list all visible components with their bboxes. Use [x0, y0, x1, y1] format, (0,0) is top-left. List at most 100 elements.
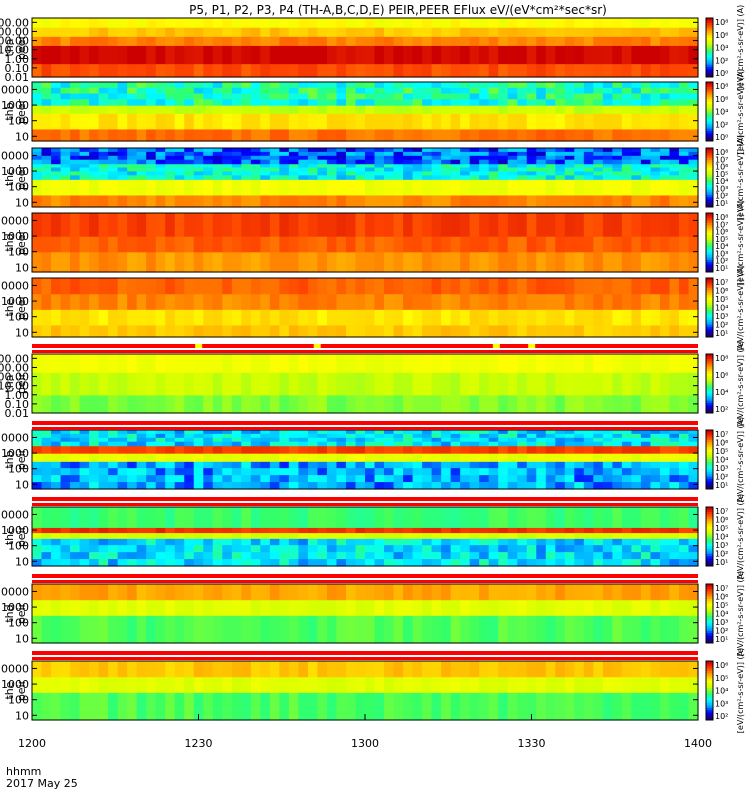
- heatmap-cell: [41, 461, 52, 469]
- heatmap-cell: [298, 99, 309, 106]
- heatmap-cell: [336, 18, 347, 28]
- heatmap-cell: [612, 468, 623, 476]
- heatmap-cell: [203, 27, 214, 37]
- heatmap-cell: [498, 552, 509, 560]
- heatmap-cell: [412, 179, 423, 196]
- heatmap-cell: [631, 159, 642, 165]
- heatmap-cell: [298, 475, 309, 483]
- heatmap-cell: [193, 99, 204, 106]
- heatmap-cell: [70, 99, 81, 106]
- heatmap-cell: [574, 461, 585, 469]
- heatmap-cell: [98, 437, 109, 443]
- heatmap-cell: [469, 155, 480, 161]
- heatmap-cell: [288, 87, 299, 95]
- heatmap-cell: [41, 63, 52, 78]
- heatmap-cell: [60, 552, 71, 560]
- colorbar-segment: [706, 45, 713, 48]
- colorbar-segment: [706, 121, 713, 125]
- heatmap-cell: [441, 63, 452, 78]
- heatmap-cell: [450, 159, 461, 165]
- heatmap-cell: [79, 175, 90, 180]
- heatmap-cell: [488, 441, 499, 447]
- heatmap-cell: [127, 293, 138, 310]
- heatmap-cell: [431, 45, 442, 65]
- heatmap-cell: [612, 99, 623, 106]
- heatmap-cell: [222, 482, 233, 490]
- heatmap-cell: [621, 552, 632, 560]
- heatmap-cell: [631, 324, 642, 338]
- heatmap-cell: [469, 175, 480, 180]
- heatmap-cell: [384, 584, 395, 601]
- heatmap-cell: [536, 293, 547, 310]
- heatmap-cell: [450, 372, 461, 396]
- heatmap-cell: [317, 148, 328, 153]
- heatmap-cell: [678, 532, 690, 539]
- heatmap-cell: [155, 461, 166, 469]
- heatmap-cell: [345, 293, 357, 310]
- heatmap-cell: [583, 148, 594, 153]
- heatmap-cell: [222, 552, 233, 560]
- heatmap-cell: [403, 236, 414, 253]
- heatmap-cell: [659, 18, 671, 28]
- heatmap-cell: [631, 93, 642, 100]
- heatmap-cell: [384, 175, 395, 180]
- heatmap-cell: [545, 692, 556, 721]
- heatmap-cell: [60, 676, 71, 693]
- heatmap-cell: [479, 324, 490, 338]
- heatmap-cell: [326, 194, 338, 208]
- heatmap-cell: [146, 167, 157, 173]
- heatmap-cell: [184, 99, 195, 106]
- heatmap-cell: [536, 113, 547, 130]
- heatmap-cell: [365, 175, 376, 180]
- heatmap-cell: [412, 676, 423, 693]
- heatmap-cell: [345, 175, 357, 180]
- heatmap-cell: [631, 251, 642, 273]
- colorbar-segment: [706, 444, 713, 448]
- heatmap-cell: [184, 309, 195, 326]
- heatmap-cell: [669, 394, 680, 414]
- heatmap-cell: [621, 163, 632, 169]
- heatmap-cell: [612, 87, 623, 95]
- heatmap-cell: [51, 441, 62, 447]
- heatmap-cell: [403, 676, 414, 693]
- heatmap-cell: [51, 45, 62, 65]
- colorbar-segment: [706, 309, 713, 313]
- heatmap-cell: [355, 527, 366, 534]
- heatmap-cell: [193, 213, 204, 237]
- heatmap-cell: [108, 236, 119, 253]
- heatmap-cell: [212, 93, 223, 100]
- heatmap-cell: [326, 93, 338, 100]
- heatmap-cell: [431, 482, 442, 490]
- heatmap-cell: [79, 532, 90, 539]
- heatmap-cell: [32, 538, 43, 546]
- heatmap-cell: [51, 599, 62, 616]
- heatmap-cell: [431, 179, 442, 196]
- heatmap-cell: [602, 105, 613, 114]
- heatmap-cell: [593, 309, 604, 326]
- heatmap-cell: [108, 45, 119, 65]
- heatmap-cell: [184, 475, 195, 483]
- heatmap-cell: [241, 194, 252, 208]
- colorbar-segment: [706, 86, 713, 90]
- colorbar-segment: [706, 529, 713, 533]
- heatmap-cell: [602, 213, 613, 237]
- heatmap-cell: [669, 175, 680, 180]
- heatmap-cell: [108, 309, 119, 326]
- heatmap-cell: [403, 113, 414, 130]
- heatmap-cell: [593, 468, 604, 476]
- heatmap-cell: [441, 453, 452, 462]
- heatmap-cell: [41, 559, 52, 567]
- heatmap-cell: [669, 27, 680, 37]
- heatmap-cell: [469, 461, 480, 469]
- heatmap-cell: [612, 441, 623, 447]
- heatmap-cell: [155, 676, 166, 693]
- colorbar-segment: [706, 464, 713, 468]
- colorbar-segment: [706, 317, 713, 321]
- heatmap-cell: [450, 433, 461, 439]
- heatmap-cell: [564, 468, 575, 476]
- heatmap-cell: [203, 676, 214, 693]
- colorbar-segment: [706, 240, 713, 243]
- heatmap-cell: [184, 151, 195, 157]
- heatmap-cell: [384, 552, 395, 560]
